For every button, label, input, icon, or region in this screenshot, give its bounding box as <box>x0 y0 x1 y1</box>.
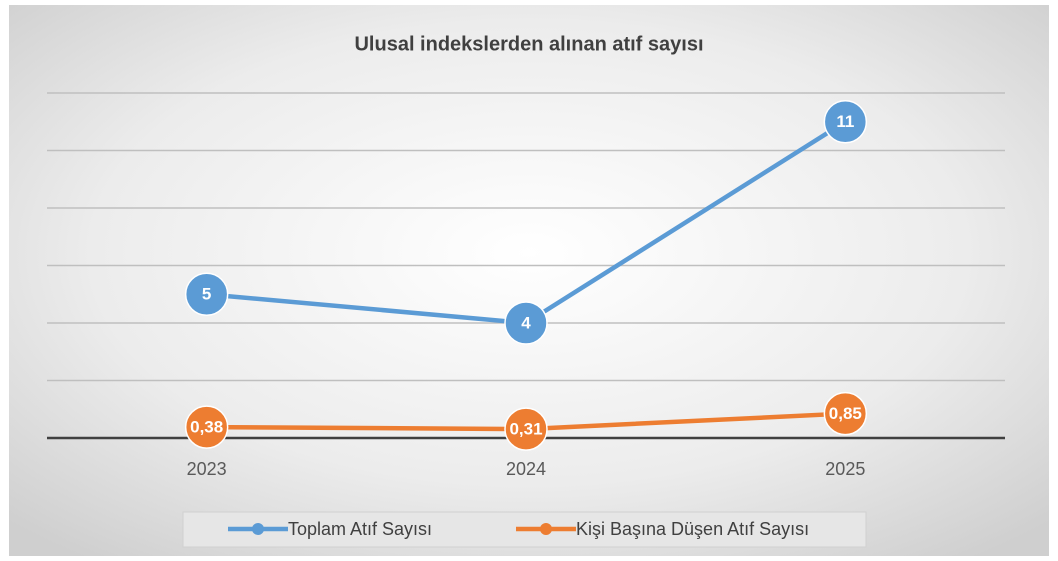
data-label: 0,85 <box>829 404 862 423</box>
chart-title: Ulusal indekslerden alınan atıf sayısı <box>354 33 703 55</box>
marker <box>184 272 229 316</box>
x-tick-label: 2024 <box>506 459 546 479</box>
data-label: 0,38 <box>190 418 223 437</box>
legend-box <box>182 511 867 548</box>
chart-background <box>9 5 1049 556</box>
legend-label: Kişi Başına Düşen Atıf Sayısı <box>576 519 809 539</box>
legend-marker <box>252 523 264 535</box>
x-tick-label: 2025 <box>825 459 865 479</box>
marker <box>504 301 548 345</box>
data-label: 0,31 <box>509 420 542 439</box>
legend-label: Toplam Atıf Sayısı <box>288 519 432 539</box>
legend-marker <box>540 523 552 535</box>
marker <box>823 100 868 144</box>
data-label: 5 <box>202 285 211 304</box>
marker <box>504 407 548 451</box>
data-label: 4 <box>521 313 531 332</box>
data-label: 11 <box>836 112 854 131</box>
marker <box>184 405 229 449</box>
x-tick-label: 2023 <box>187 459 227 479</box>
marker <box>823 391 868 436</box>
